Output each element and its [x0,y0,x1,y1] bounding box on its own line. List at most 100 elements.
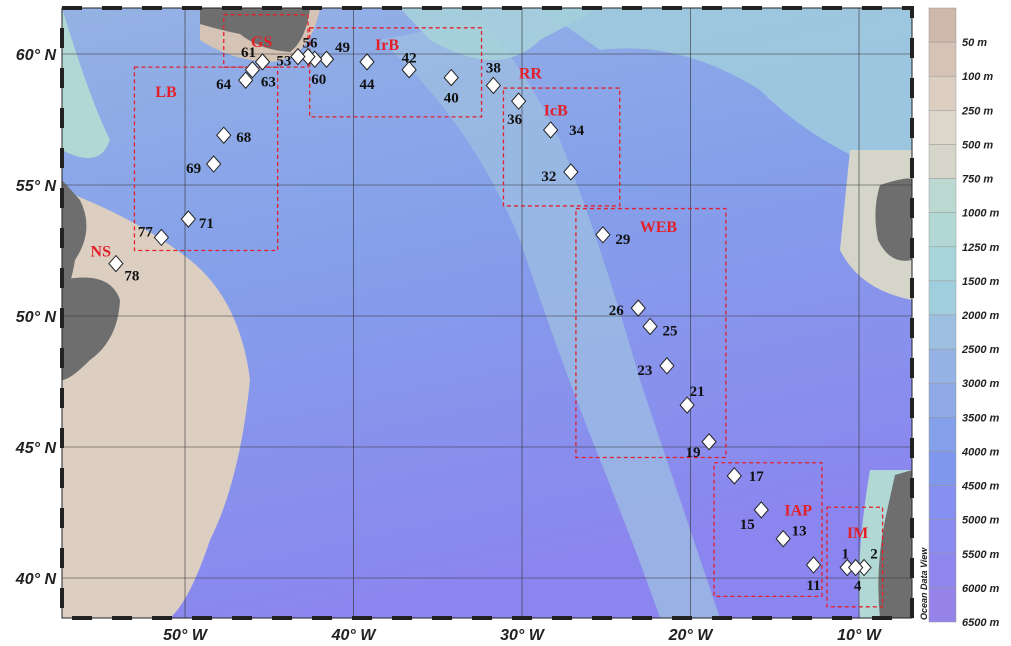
axes: 50° W 40° W 30° W 20° W 10° W 60° N 55° N 50° N… [15,47,883,644]
station-label: 56 [303,36,319,52]
legend-label: 250 m [961,105,993,117]
region-box-im [826,506,884,608]
lat-tick-label: 60° N [16,47,57,64]
station-marker[interactable] [300,47,316,66]
station-marker[interactable] [753,501,769,519]
station-label: 53 [276,54,291,70]
station-marker[interactable] [563,163,579,181]
region-box-irb [309,27,483,118]
region-boxes: LB GS IrB IcB WEB IAP IM NS RR [91,14,884,608]
legend-label: 1000 m [962,208,1000,220]
legend-label: 4500 m [961,481,1000,493]
legend-label: 6000 m [962,583,1000,595]
station-label: 40 [444,91,459,107]
region-label: GS [251,34,272,51]
station-marker[interactable] [254,53,271,71]
station-marker[interactable] [443,68,459,87]
station-label: 68 [236,130,251,146]
station-marker[interactable] [679,396,695,414]
legend-swatch [928,587,957,623]
legend-swatch [928,280,957,316]
station-marker[interactable] [726,467,742,485]
station-marker[interactable] [542,121,559,139]
lat-tick-label: 40° N [15,571,57,588]
station-label: 78 [124,269,139,285]
lon-tick-label: 20° W [668,627,715,644]
station-label: 11 [806,578,820,594]
area-label: NS [91,244,112,261]
station-label: 2 [870,547,878,563]
station-marker[interactable] [237,71,254,89]
station-marker[interactable] [401,60,417,79]
legend-swatch [928,178,957,213]
station-marker[interactable] [216,126,232,144]
legend-swatch [928,41,957,77]
legend-swatch [928,110,957,145]
region-label: IM [847,525,868,542]
labrador-land [62,180,87,300]
legend-label: 5000 m [962,515,1000,527]
region-label: LB [155,84,177,101]
station-marker[interactable] [318,50,335,68]
lat-tick-label: 55° N [16,178,57,195]
station-marker[interactable] [630,299,646,317]
legend-swatch [928,246,957,282]
legend-label: 100 m [962,71,993,83]
ireland-land [875,178,912,261]
station-marker[interactable] [290,47,306,66]
legend-swatch [928,144,957,179]
station-label: 36 [507,112,523,128]
station-marker[interactable] [485,76,502,95]
station-label: 13 [792,524,807,540]
labrador-shelf [62,8,110,158]
station-marker[interactable] [153,228,170,247]
legend-swatch [928,417,957,452]
station-marker[interactable] [205,155,222,173]
station-label: 23 [637,363,652,379]
station-label: 1 [841,547,849,563]
station-marker[interactable] [642,317,658,336]
station-label: 69 [186,161,201,177]
lat-tick-label: 45° N [15,440,57,457]
station-marker[interactable] [595,226,611,244]
legend-swatch [928,314,957,350]
station-label: 61 [241,45,256,61]
legend-swatch [928,519,957,555]
station-marker[interactable] [359,53,375,71]
station-marker[interactable] [659,357,675,375]
iberia-land [878,470,912,618]
station-marker[interactable] [510,92,527,110]
station-marker[interactable] [108,254,124,273]
legend-label: 2500 m [961,344,1000,356]
station-label: 77 [138,224,154,240]
legend-swatch [928,553,957,589]
rockall-area [540,8,912,180]
station-label: 34 [569,123,585,139]
station-label: 26 [609,303,625,319]
station-marker[interactable] [847,558,864,577]
legend-swatch [928,7,957,43]
ridge-shallows [380,20,720,618]
station-marker[interactable] [244,60,261,79]
odv-watermark: Ocean Data View [919,547,929,620]
station-marker[interactable] [180,210,197,228]
station-label: 71 [199,216,214,232]
region-label: IrB [375,37,399,54]
lat-tick-label: 50° N [16,309,57,326]
region-box-iap [713,462,823,597]
legend-label: 1250 m [962,242,1000,254]
lon-tick-label: 30° W [500,627,546,644]
legend-label: 3500 m [962,412,1000,424]
legend-label: 6500 m [962,617,1000,629]
station-label: 64 [216,77,232,93]
station-marker[interactable] [805,556,822,574]
station-label: 32 [541,169,556,185]
region-box-icb [502,87,621,207]
station-marker[interactable] [775,529,791,548]
legend-label: 4000 m [961,446,1000,458]
lon-tick-label: 10° W [837,627,883,644]
area-label: RR [519,65,543,82]
station-marker[interactable] [701,433,717,451]
stations: 1 24 11 13 15 17 19 21 23 25 26 29 32 34 36 38 40 42 44 49 6… [108,36,878,595]
region-label: IAP [784,502,812,519]
